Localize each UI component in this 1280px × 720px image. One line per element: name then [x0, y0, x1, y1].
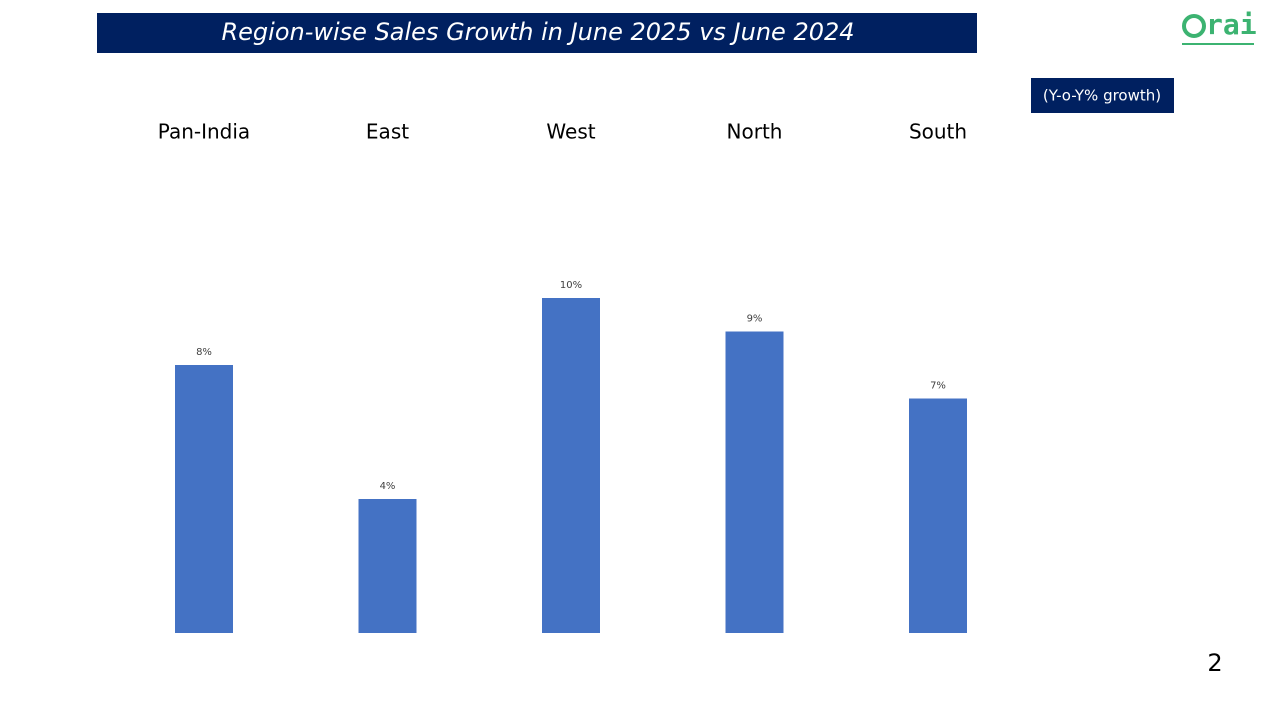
category-label: Pan-India [158, 120, 250, 144]
category-label: South [909, 120, 967, 144]
logo: rai [1182, 8, 1257, 45]
data-label: 7% [930, 381, 946, 392]
category-label: North [727, 120, 783, 144]
chart-title: Region-wise Sales Growth in June 2025 vs… [221, 18, 854, 46]
data-label: 9% [747, 314, 763, 325]
subtitle-box [1031, 78, 1174, 113]
logo-text: rai [1206, 8, 1257, 41]
data-label: 4% [380, 481, 396, 492]
title-bar [97, 13, 977, 53]
bar [358, 499, 417, 633]
page-number: 2 [1207, 649, 1222, 677]
category-label: West [546, 120, 595, 144]
data-label: 10% [560, 280, 582, 291]
data-label: 8% [196, 347, 212, 358]
logo-icon [1182, 14, 1206, 38]
category-label: East [366, 120, 409, 144]
bar [725, 331, 784, 633]
chart-subtitle: (Y-o-Y% growth) [1043, 87, 1161, 105]
bar [175, 365, 233, 633]
bar [909, 398, 967, 633]
bar [542, 298, 600, 633]
